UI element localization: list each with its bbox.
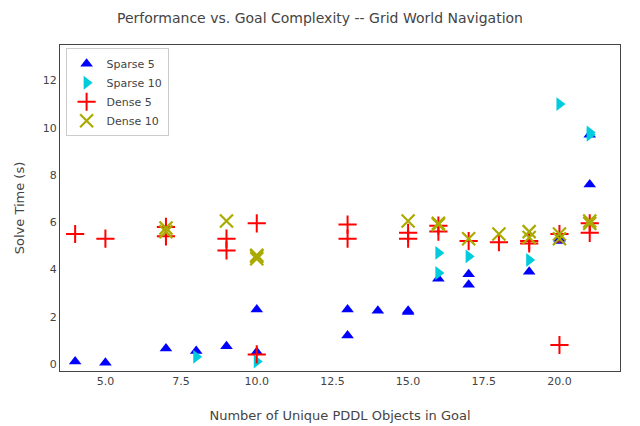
svg-text:12.5: 12.5	[320, 375, 345, 388]
svg-text:7.5: 7.5	[172, 375, 190, 388]
svg-text:10: 10	[43, 122, 57, 135]
svg-text:17.5: 17.5	[472, 375, 497, 388]
svg-text:Sparse 5: Sparse 5	[107, 58, 155, 71]
svg-text:Solve Time (s): Solve Time (s)	[12, 162, 27, 255]
svg-text:4: 4	[50, 263, 57, 276]
svg-text:15.0: 15.0	[396, 375, 421, 388]
svg-text:Sparse 10: Sparse 10	[107, 77, 162, 90]
svg-text:5.0: 5.0	[97, 375, 115, 388]
svg-text:10.0: 10.0	[245, 375, 270, 388]
svg-text:8: 8	[50, 169, 57, 182]
svg-text:Number of Unique PDDL Objects: Number of Unique PDDL Objects in Goal	[209, 408, 470, 423]
svg-text:6: 6	[50, 216, 57, 229]
svg-text:Performance vs. Goal Complexit: Performance vs. Goal Complexity -- Grid …	[117, 10, 523, 26]
svg-text:2: 2	[50, 311, 57, 324]
svg-text:Dense 5: Dense 5	[107, 96, 152, 109]
svg-text:20.0: 20.0	[547, 375, 572, 388]
svg-text:0: 0	[50, 358, 57, 371]
svg-text:12: 12	[43, 74, 57, 87]
svg-text:Dense 10: Dense 10	[107, 115, 159, 128]
